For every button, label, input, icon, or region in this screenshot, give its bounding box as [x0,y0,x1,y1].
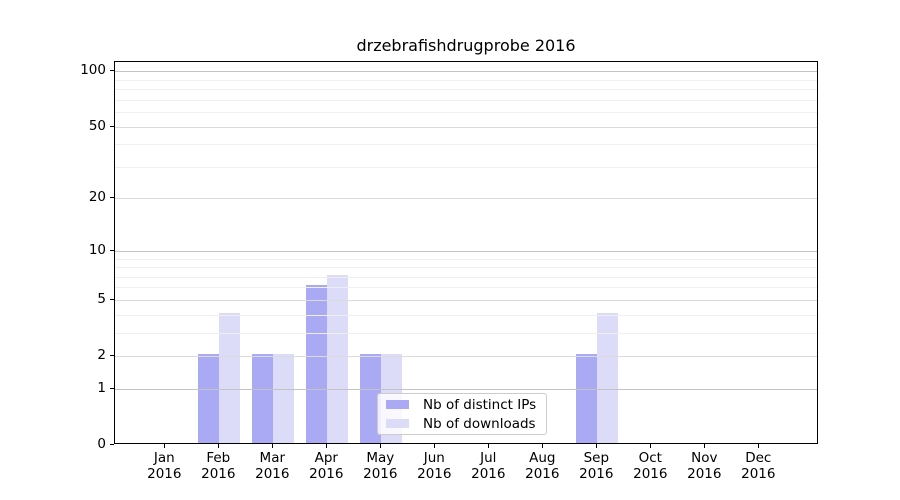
y-tick-label: 2 [97,347,106,363]
x-tick-mark [758,444,760,448]
x-tick-mark [218,444,220,448]
y-tick-label: 10 [88,241,106,258]
y-tick-mark [110,444,114,445]
gridline-minor [115,276,817,278]
gridline-minor [115,79,817,81]
gridline-minor [115,258,817,260]
x-tick-label: Apr 2016 [309,450,344,482]
y-tick-label: 50 [88,117,106,134]
x-tick-label: Mar 2016 [255,450,290,482]
x-tick-mark [650,444,652,448]
legend-entry-distinct-ips: Nb of distinct IPs [378,395,546,414]
x-tick-mark [164,444,166,448]
x-tick-mark [488,444,490,448]
gridline-major [115,356,817,357]
chart-title: drzebrafishdrugprobe 2016 [356,36,576,55]
x-tick-label: Jul 2016 [471,450,506,482]
x-tick-mark [704,444,706,448]
x-tick-label: Feb 2016 [201,450,236,482]
bar-downloads [597,312,619,443]
gridline-minor [115,267,817,268]
bar-downloads [219,312,241,443]
x-tick-label: Dec 2016 [741,450,776,482]
legend-entry-downloads: Nb of downloads [378,414,546,433]
gridline-minor [115,166,817,168]
x-tick-label: Sep 2016 [579,450,614,482]
y-tick-label: 1 [97,379,106,396]
y-tick-mark [110,298,114,300]
y-tick-mark [110,197,114,199]
y-tick-label: 20 [88,189,106,206]
gridline-minor [115,287,817,289]
legend-label-downloads: Nb of downloads [423,415,536,432]
y-tick-mark [110,355,114,356]
x-tick-label: Nov 2016 [687,450,722,482]
y-tick-mark [110,125,114,127]
bar-distinct-ips [198,354,220,443]
gridline-minor [115,314,817,316]
gridline-major [115,388,817,390]
bar-downloads [273,354,295,443]
y-tick-mark [110,70,114,72]
gridline-major [115,126,817,128]
legend-swatch-distinct-ips [386,400,409,409]
x-tick-mark [542,444,544,448]
bar-distinct-ips [360,354,382,443]
bar-downloads [327,274,349,443]
bar-distinct-ips [306,285,328,443]
gridline-minor [115,111,817,113]
y-tick-label: 100 [80,62,106,79]
gridline-major [115,299,817,301]
bar-distinct-ips [576,354,598,443]
x-tick-mark [434,444,436,448]
gridline-major [115,250,817,252]
gridline-major [115,198,817,200]
y-tick-label: 0 [97,436,106,452]
gridline-major [115,71,817,73]
gridline-minor [115,144,817,146]
x-tick-label: Jun 2016 [417,450,452,482]
legend-swatch-downloads [386,419,409,428]
x-tick-label: May 2016 [363,450,398,482]
legend: Nb of distinct IPs Nb of downloads [377,393,547,435]
plot-area [114,61,818,444]
x-tick-label: Jan 2016 [147,450,182,482]
x-tick-mark [326,444,328,448]
gridline-minor [115,99,817,101]
x-tick-mark [380,444,382,448]
x-tick-label: Aug 2016 [525,450,560,482]
x-tick-mark [596,444,598,448]
y-tick-mark [110,249,114,251]
gridline-minor [115,89,817,90]
x-tick-label: Oct 2016 [633,450,668,482]
x-tick-mark [272,444,274,448]
y-tick-label: 5 [97,290,106,307]
gridline-minor [115,332,817,334]
bar-distinct-ips [252,354,274,443]
y-tick-mark [110,387,114,389]
legend-label-distinct-ips: Nb of distinct IPs [423,396,537,413]
